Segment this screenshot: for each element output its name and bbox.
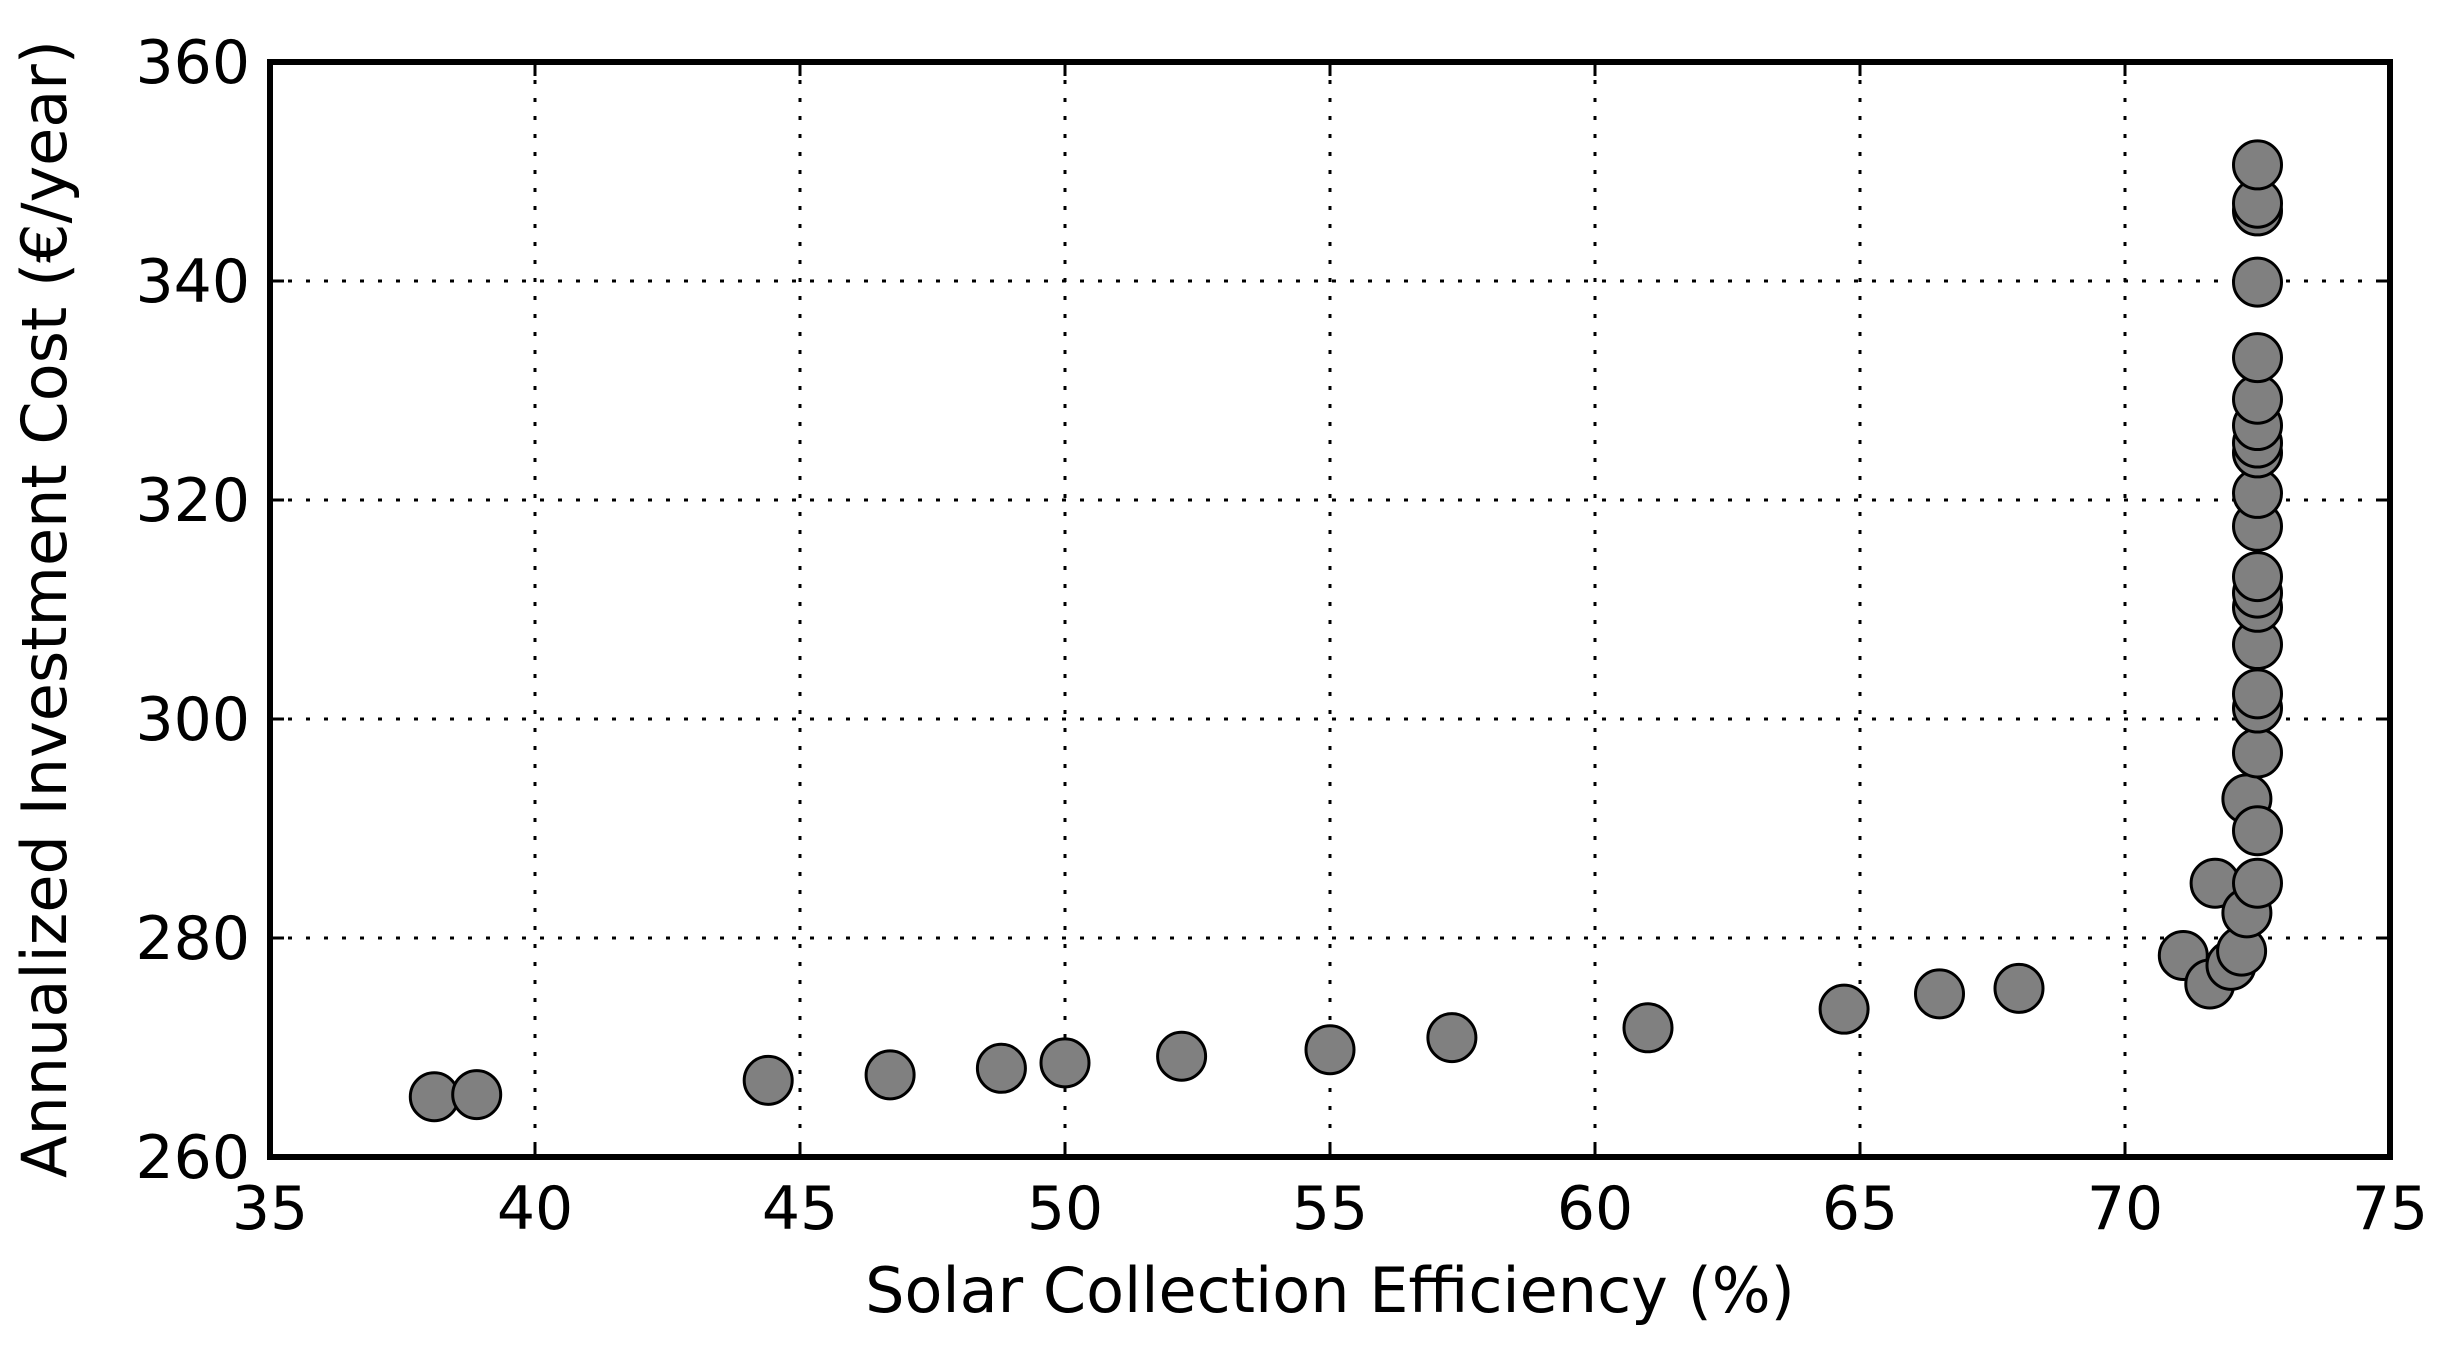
grid — [270, 62, 2390, 1157]
scatter-point — [742, 1054, 794, 1106]
scatter-point — [451, 1069, 503, 1121]
y-tick-label: 260 — [135, 1123, 250, 1193]
y-tick-label: 340 — [135, 247, 250, 317]
y-tick-label: 300 — [135, 685, 250, 755]
scatter-point — [2232, 139, 2283, 191]
axis-ticks — [268, 60, 2392, 1159]
scatter-point — [1156, 1030, 1208, 1082]
scatter-point — [1914, 968, 1965, 1020]
x-tick-label: 60 — [1557, 1174, 1633, 1244]
scatter-point — [1426, 1012, 1478, 1064]
scatter-point — [975, 1042, 1027, 1094]
scatter-point — [864, 1049, 916, 1101]
scatter-point — [2232, 551, 2283, 603]
scatter-point — [1993, 962, 2045, 1014]
x-tick-label: 35 — [232, 1174, 308, 1244]
x-tick-label: 40 — [497, 1174, 573, 1244]
scatter-point — [2232, 727, 2283, 779]
scatter-point — [2232, 805, 2283, 857]
scatter-point — [1304, 1024, 1356, 1076]
scatter-point — [408, 1071, 460, 1123]
y-tick-label: 360 — [135, 28, 250, 98]
x-tick-label: 75 — [2352, 1174, 2428, 1244]
x-tick-label: 50 — [1027, 1174, 1103, 1244]
scatter-point — [2232, 256, 2283, 308]
x-tick-label: 45 — [762, 1174, 838, 1244]
y-tick-label: 280 — [135, 904, 250, 974]
scatter-point — [1622, 1002, 1674, 1054]
tick-labels: 35 40 45 50 55 60 65 70 75 260 280 300 320 340 360 — [135, 28, 2428, 1244]
data-points — [408, 139, 2283, 1123]
x-tick-label: 70 — [2087, 1174, 2163, 1244]
y-axis-label: Annualized Investment Cost (€/year) — [8, 40, 81, 1178]
scatter-point — [2232, 332, 2283, 384]
x-tick-label: 65 — [1822, 1174, 1898, 1244]
scatter-point — [2232, 668, 2283, 720]
scatter-point — [1818, 983, 1870, 1035]
scatter-point — [2232, 857, 2283, 909]
scatter-point — [1039, 1037, 1091, 1089]
y-tick-label: 320 — [135, 466, 250, 536]
x-tick-label: 55 — [1292, 1174, 1368, 1244]
x-axis-label: Solar Collection Efficiency (%) — [865, 1254, 1795, 1327]
